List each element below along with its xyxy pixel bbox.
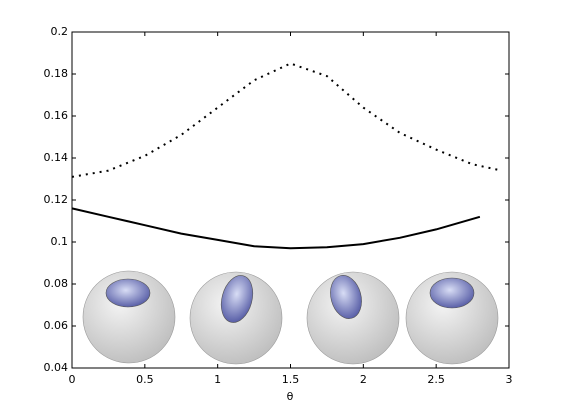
ellipsoid [220,275,254,323]
x-tick-label: 1.5 [282,373,300,386]
y-tick-label: 0.04 [44,361,69,374]
sphere-glyphs [82,270,499,365]
y-tick-label: 0.12 [44,193,69,206]
x-tick-label: 2.5 [427,373,445,386]
x-tick-label: 1 [214,373,221,386]
x-tick-label: 0 [69,373,76,386]
y-tick-label: 0.18 [44,67,69,80]
y-tick-label: 0.08 [44,277,69,290]
y-tick-label: 0.2 [51,25,69,38]
x-tick-label: 0.5 [136,373,154,386]
y-tick-label: 0.06 [44,319,69,332]
ellipsoid [429,277,475,309]
ellipsoid [330,275,362,319]
x-tick-label: 3 [506,373,513,386]
y-tick-label: 0.1 [51,235,69,248]
line-series [71,207,481,250]
y-tick-label: 0.14 [44,151,69,164]
sphere [405,271,499,365]
x-tick-label: 2 [360,373,367,386]
ellipsoid [105,278,151,308]
y-tick-label: 0.16 [44,109,69,122]
line-series [71,62,502,178]
x-axis-label: θ [287,390,294,403]
